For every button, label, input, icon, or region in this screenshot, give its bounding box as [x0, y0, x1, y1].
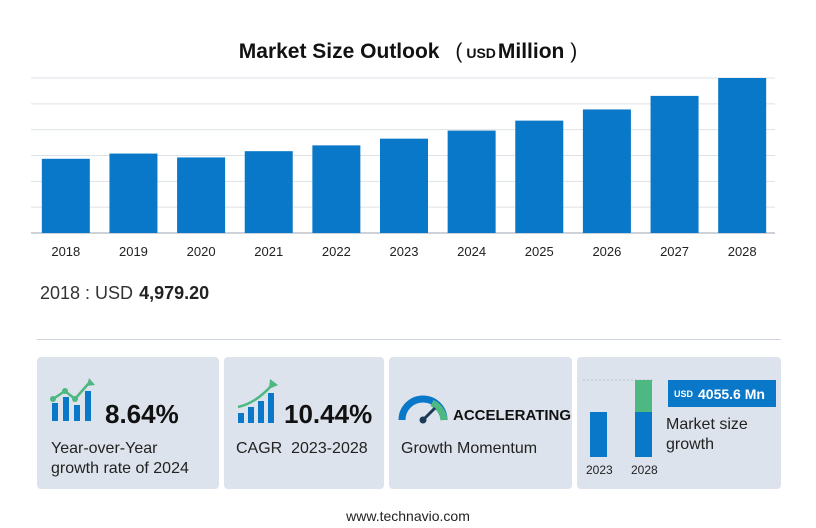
bar-growth-icon: [50, 378, 95, 421]
yoy-card: 8.64% Year-over-Year growth rate of 2024: [37, 357, 219, 489]
yoy-line2: growth rate of 2024: [51, 460, 189, 477]
momentum-label: Growth Momentum: [401, 440, 538, 457]
cagr-value: 10.44%: [284, 399, 373, 429]
cagr-label: CAGR 2023-2028: [236, 440, 368, 457]
x-tick-label: 2018: [51, 244, 80, 259]
x-tick-label: 2026: [592, 244, 621, 259]
x-tick-label: 2019: [119, 244, 148, 259]
bar-2018: [41, 158, 90, 233]
mini-bar-2023: [590, 412, 607, 457]
title-close-paren: ): [570, 40, 578, 63]
mini-bar-2028-base: [635, 412, 652, 457]
growth-card: 2023 2028 USD 4055.6 Mn Market size grow…: [577, 357, 781, 489]
momentum-status: ACCELERATING: [453, 407, 572, 424]
x-tick-label: 2025: [525, 244, 554, 259]
bar-2020: [177, 157, 226, 233]
title-unit-prefix: USD: [466, 45, 496, 61]
title-main: Market Size Outlook: [238, 40, 440, 63]
x-tick-label: 2023: [390, 244, 419, 259]
x-tick-label: 2020: [187, 244, 216, 259]
rising-bars-icon: [237, 379, 278, 423]
speedometer-icon: [398, 395, 448, 424]
x-tick-label: 2024: [457, 244, 486, 259]
bar-2023: [380, 138, 428, 233]
growth-line1: Market size: [666, 416, 748, 433]
bar-2026: [582, 109, 631, 233]
bar-2021: [244, 151, 293, 233]
cagr-card: 10.44% CAGR 2023-2028: [224, 357, 384, 489]
yoy-line1: Year-over-Year: [51, 440, 158, 457]
bar-2027: [650, 95, 699, 233]
mini-bar-2028-increment: [635, 380, 652, 412]
base-year-value: 2018 : USD 4,979.20: [40, 283, 209, 304]
title-unit: Million: [497, 40, 565, 63]
mini-year-end: 2028: [631, 463, 658, 477]
chart-title: Market Size Outlook (USDMillion ): [0, 40, 816, 64]
growth-line2: growth: [666, 436, 715, 453]
x-tick-label: 2028: [728, 244, 757, 259]
badge-unit: USD: [674, 388, 694, 399]
base-year-label: 2018 : USD: [40, 283, 134, 303]
bar-chart: 2018 2019 2020 2021 2022 2023 2024 2025 2026 2027…: [31, 77, 775, 259]
x-tick-label: 2027: [660, 244, 689, 259]
base-year-amount: 4,979.20: [139, 283, 210, 303]
title-open-paren: (: [455, 40, 463, 63]
bar-2028: [718, 78, 767, 233]
bar-2019: [109, 153, 158, 233]
badge-value: 4055.6 Mn: [698, 385, 765, 402]
section-divider: [37, 339, 781, 340]
mini-year-start: 2023: [586, 463, 613, 477]
x-tick-label: 2022: [322, 244, 351, 259]
growth-mini-chart: [583, 379, 655, 457]
x-tick-label: 2021: [254, 244, 283, 259]
bar-2022: [312, 145, 361, 233]
momentum-card: ACCELERATING Growth Momentum: [389, 357, 572, 489]
bar-2025: [515, 120, 564, 233]
growth-badge: USD 4055.6 Mn: [668, 380, 776, 407]
bar-2024: [447, 130, 496, 233]
footer-source: www.technavio.com: [346, 508, 470, 524]
yoy-value: 8.64%: [105, 399, 179, 429]
